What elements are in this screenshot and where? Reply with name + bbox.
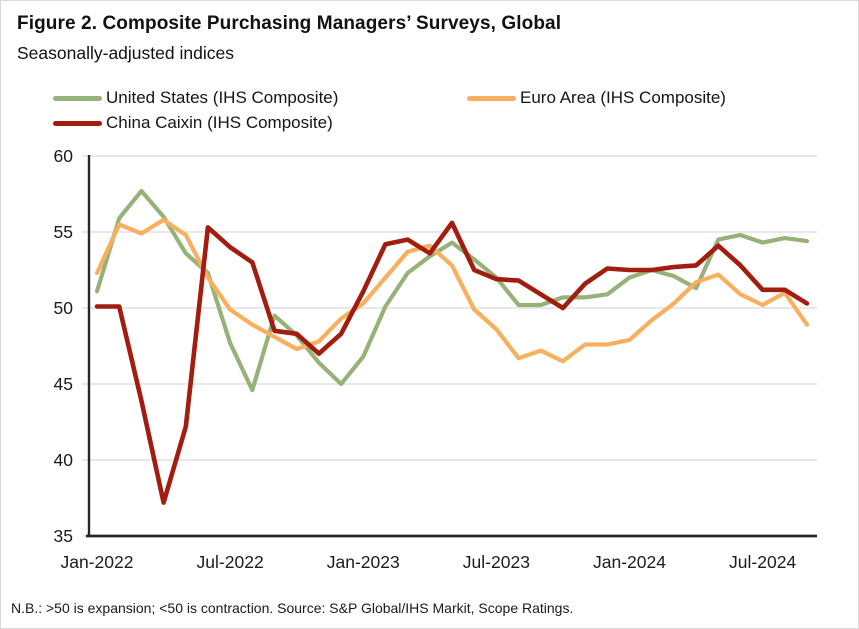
y-tick-label: 45 (54, 374, 73, 394)
y-tick-label: 60 (54, 146, 74, 166)
footer-note: N.B.: >50 is expansion; <50 is contracti… (11, 600, 574, 616)
euro-series-swatch-icon (467, 95, 516, 101)
us-series-swatch-icon (53, 95, 102, 101)
legend-label-china-caixin: China Caixin (IHS Composite) (106, 113, 333, 132)
legend-item-euro-area: Euro Area (IHS Composite) (467, 87, 726, 109)
x-tick-label: Jan-2023 (327, 552, 400, 572)
figure-subtitle: Seasonally-adjusted indices (17, 43, 234, 63)
euro-series-line (94, 217, 810, 364)
y-tick-label: 35 (54, 526, 73, 546)
x-tick-label: Jul-2024 (729, 552, 796, 572)
x-tick-label: Jan-2022 (61, 552, 134, 572)
y-tick-label: 55 (54, 222, 73, 242)
legend-label-euro-area: Euro Area (IHS Composite) (520, 88, 726, 107)
y-tick-label: 50 (54, 298, 74, 318)
figure-title: Figure 2. Composite Purchasing Managers’… (17, 13, 562, 34)
x-tick-label: Jul-2022 (197, 552, 264, 572)
legend-label-united-states: United States (IHS Composite) (106, 88, 339, 107)
legend-item-china-caixin: China Caixin (IHS Composite) (53, 112, 333, 134)
china-series-swatch-icon (53, 120, 102, 126)
china-series-line (94, 220, 810, 505)
y-tick-label: 40 (54, 450, 74, 470)
us-series-line (94, 188, 810, 393)
x-tick-label: Jan-2024 (593, 552, 666, 572)
x-tick-label: Jul-2023 (463, 552, 530, 572)
legend-item-united-states: United States (IHS Composite) (53, 87, 338, 109)
